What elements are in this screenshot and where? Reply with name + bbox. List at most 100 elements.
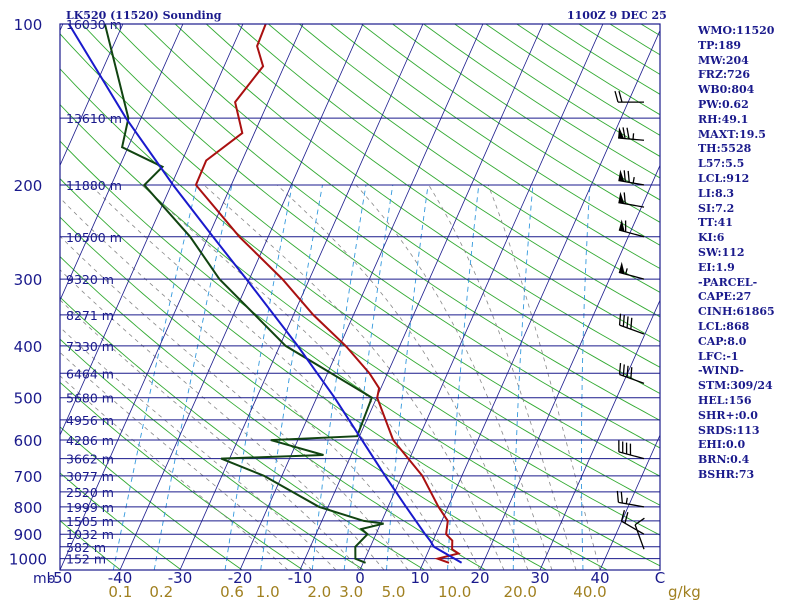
mixing-ratio-label: 2.0 [307, 583, 331, 600]
temperature-tick-label: -30 [168, 569, 193, 587]
pressure-tick-label: 300 [14, 271, 43, 289]
wind-barb [618, 363, 645, 384]
wind-barb-feather [623, 192, 626, 204]
moist-adiabat [355, 184, 553, 570]
temperature-tick-label: -50 [48, 569, 73, 587]
dry-adiabat [268, 24, 660, 293]
dry-adiabat [174, 24, 660, 368]
pressure-tick-label: 700 [14, 468, 43, 486]
wind-barb-feather [630, 317, 633, 330]
wind-barb-pennant [618, 191, 625, 204]
wind-barb-shaft [618, 271, 645, 280]
wind-barb-shaft [621, 520, 645, 535]
mixing-ratio-label: 40.0 [573, 583, 606, 600]
moist-adiabat [60, 197, 433, 570]
wind-barb-feather [626, 127, 630, 140]
temperature-tick-label: -40 [108, 569, 133, 587]
height-label: 9320 m [66, 272, 114, 287]
wind-barb [618, 313, 645, 335]
wind-barb-feather [618, 90, 623, 103]
dry-adiabat [81, 24, 660, 449]
mixing-ratio-label: 0.6 [220, 583, 244, 600]
height-label: 6464 m [66, 366, 114, 381]
wind-barb-shaft [619, 324, 645, 335]
dry-adiabat [237, 24, 660, 318]
wind-barb-pennant [618, 219, 625, 232]
isotherm [239, 24, 484, 570]
height-label: 2520 m [66, 485, 114, 500]
isotherm [60, 24, 244, 437]
pressure-tick-label: 500 [14, 390, 43, 408]
pressure-tick-label: 800 [14, 499, 43, 517]
index-item: PW:0.62 [698, 97, 749, 111]
wind-barb-feather [624, 512, 629, 524]
index-item: TT:41 [698, 216, 733, 230]
height-label: 3662 m [66, 452, 114, 467]
dry-adiabat [60, 472, 182, 570]
mixing-ratio-label: 5.0 [382, 583, 406, 600]
wind-barb-feather [626, 365, 629, 378]
wind-barb-feather [627, 170, 630, 183]
index-item: -PARCEL- [698, 275, 758, 289]
mixing-ratio-line [343, 184, 394, 570]
dry-adiabat [60, 33, 660, 477]
wind-barb-shaft [619, 373, 645, 384]
temperature-tick-label: 20 [470, 569, 489, 587]
wind-barb-shaft [634, 524, 645, 550]
height-label: 152 m [66, 552, 106, 567]
index-item: MAXT:19.5 [698, 127, 766, 141]
index-item: TH:5528 [698, 142, 752, 156]
index-item: KI:6 [698, 231, 725, 245]
index-item: LI:8.3 [698, 186, 735, 200]
wind-barb-pennant [618, 169, 625, 182]
station-title: LK520 (11520) Sounding [66, 9, 222, 22]
pressure-tick-label: 600 [14, 432, 43, 450]
index-item: BRN:0.4 [698, 453, 750, 467]
mixing-ratio-label: 10.0 [438, 583, 471, 600]
moist-adiabat [60, 269, 385, 570]
pressure-tick-label: 400 [14, 338, 43, 356]
wind-barb-shaft [618, 451, 645, 460]
isotherm [179, 24, 424, 570]
isotherm [60, 24, 304, 570]
pressure-tick-label: 100 [14, 16, 43, 34]
height-label: 3077 m [66, 469, 114, 484]
mixing-ratio-line [153, 184, 233, 570]
moist-adiabat [428, 184, 577, 570]
wind-barb-half-feather [632, 177, 635, 184]
mixing-ratio-label: 0.1 [108, 583, 132, 600]
index-item: L57:5.5 [698, 157, 745, 171]
index-item: SI:7.2 [698, 201, 735, 215]
temperature-tick-label: 0 [355, 569, 365, 587]
index-item: EI:1.9 [698, 260, 735, 274]
wind-barb-feather [623, 170, 626, 182]
dry-adiabat [60, 338, 365, 570]
index-item: SW:112 [698, 245, 745, 259]
isotherm [60, 24, 124, 167]
height-label: 11880 m [66, 178, 122, 193]
mixing-ratio-line [581, 184, 591, 570]
dry-adiabat [60, 426, 243, 570]
dry-adiabat [299, 24, 660, 270]
height-label: 1999 m [66, 500, 114, 515]
index-item: CAP:8.0 [698, 334, 747, 348]
index-item: WB0:804 [698, 83, 755, 97]
pressure-tick-label: 1000 [9, 551, 47, 569]
isotherm [119, 24, 364, 570]
moist-adiabat [141, 184, 481, 570]
height-label: 582 m [66, 540, 106, 555]
mixing-ratio-label: 3.0 [339, 583, 363, 600]
height-label: 1032 m [66, 527, 114, 542]
temperature-tick-label: 10 [410, 569, 429, 587]
index-item: LCL:912 [698, 171, 750, 185]
index-item: HEL:156 [698, 393, 752, 407]
wind-barb-half-feather [632, 133, 635, 140]
dry-adiabat [60, 520, 121, 570]
dry-adiabat [60, 256, 486, 570]
index-item: WMO:11520 [698, 24, 775, 37]
index-item: STM:309/24 [698, 379, 773, 393]
parcel-profile [68, 24, 463, 564]
moist-adiabat [60, 351, 313, 570]
index-item: EHI:0.0 [698, 438, 746, 452]
